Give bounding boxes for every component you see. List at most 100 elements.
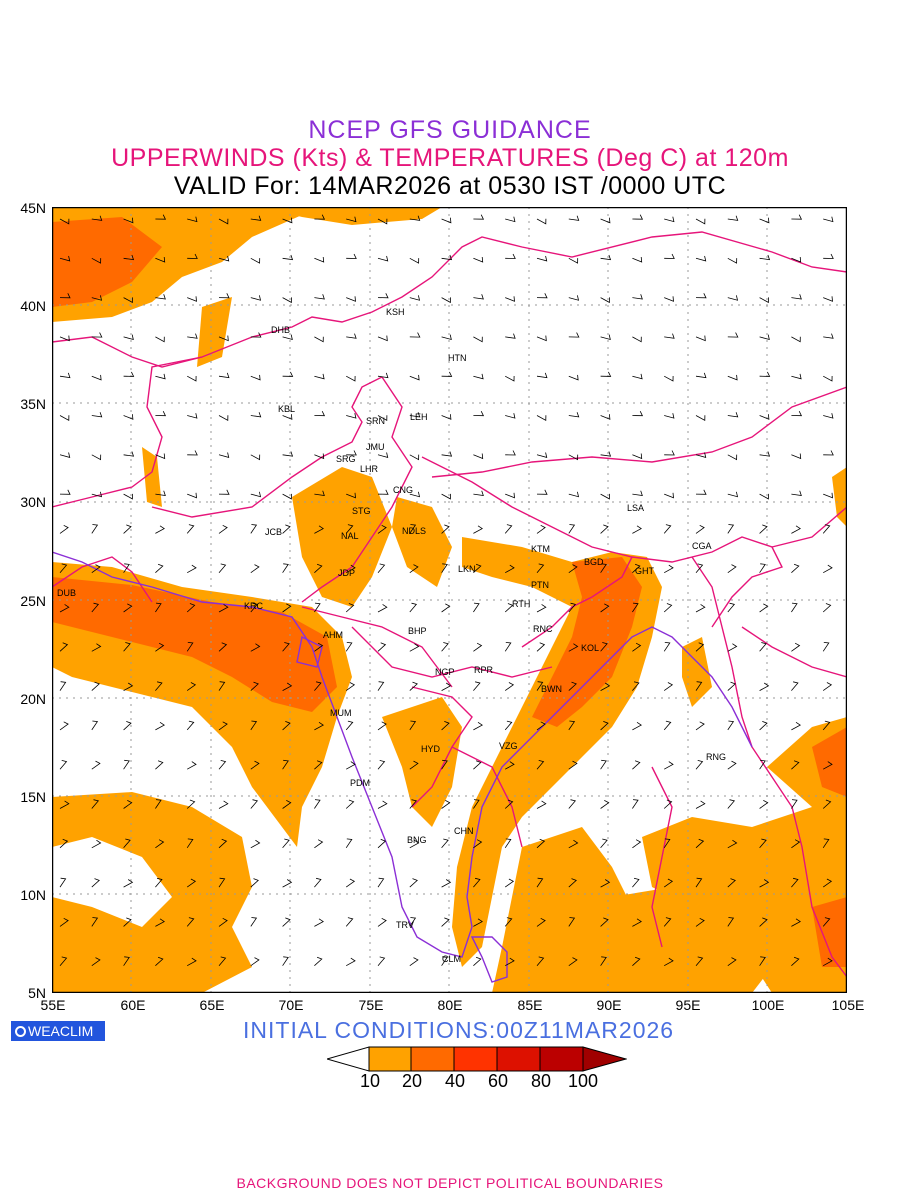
- wind-barb: [568, 602, 577, 613]
- wind-barb: [377, 917, 387, 927]
- wind-barb: [568, 374, 579, 381]
- wind-barb: [441, 254, 453, 261]
- wind-barb: [282, 603, 292, 613]
- wind-barb: [282, 493, 292, 500]
- station-srn: SRN: [366, 416, 385, 426]
- wind-barb: [346, 253, 357, 259]
- wind-barb: [759, 414, 770, 420]
- wind-barb: [441, 838, 449, 849]
- wind-barb: [823, 450, 834, 456]
- wind-barb: [473, 525, 483, 534]
- legend-swatch-10-20: [368, 1046, 412, 1072]
- wind-barb: [536, 604, 547, 613]
- wind-barb: [250, 564, 260, 574]
- station-leh: LEH: [410, 412, 428, 422]
- wind-barb: [187, 564, 197, 574]
- wind-barb: [695, 800, 706, 809]
- wind-barb: [409, 720, 417, 731]
- wind-speed-shading: [52, 207, 847, 993]
- wind-barb: [250, 295, 262, 301]
- wind-barb: [314, 839, 324, 849]
- wind-barb: [346, 564, 356, 574]
- wind-barb: [505, 957, 515, 967]
- wind-barb: [600, 297, 610, 304]
- wind-barb: [155, 525, 165, 534]
- wind-barb: [536, 335, 547, 342]
- legend-label-40: 40: [444, 1071, 466, 1091]
- wind-barb: [218, 218, 229, 225]
- wind-barb: [536, 838, 546, 849]
- lon-label-65e: 65E: [199, 997, 225, 1013]
- wind-barb: [727, 332, 739, 338]
- lat-label-5n: 5N: [28, 985, 46, 1001]
- wind-barb: [441, 297, 451, 304]
- wind-barb: [600, 563, 607, 573]
- wind-barb: [250, 839, 261, 849]
- wind-barb: [187, 333, 198, 339]
- wind-barb: [823, 296, 833, 302]
- station-mum: MUM: [330, 708, 352, 718]
- wind-barb: [473, 918, 483, 927]
- wind-barb: [504, 524, 513, 534]
- wind-barb: [568, 957, 578, 967]
- wind-barb: [663, 917, 672, 927]
- wind-barb: [91, 720, 99, 731]
- lon-label-105e: 105E: [831, 997, 865, 1013]
- wind-barb: [409, 215, 421, 221]
- wind-barb: [473, 799, 480, 809]
- wind-barb: [377, 563, 386, 573]
- wind-barb: [695, 956, 704, 966]
- wind-barb: [632, 760, 641, 770]
- footer-disclaimer: BACKGROUND DOES NOT DEPICT POLITICAL BOU…: [236, 1175, 664, 1191]
- weaclim-logo: WEACLIM: [11, 1021, 105, 1041]
- legend-swatch-40-60: [453, 1046, 498, 1072]
- wind-barb: [377, 489, 389, 495]
- wind-barb: [759, 759, 766, 770]
- lon-label-60e: 60E: [120, 997, 146, 1013]
- wind-barb: [727, 564, 737, 574]
- wind-barb: [377, 681, 385, 691]
- wind-barb: [377, 372, 389, 379]
- wind-barb: [186, 720, 195, 731]
- wind-barb: [473, 642, 483, 652]
- wind-barb: [123, 956, 130, 966]
- wind-barb: [695, 255, 707, 262]
- wind-barb: [759, 451, 771, 457]
- wind-barb: [155, 721, 165, 731]
- wind-barb: [632, 839, 642, 849]
- wind-barb: [441, 603, 451, 613]
- wind-barb: [250, 602, 259, 613]
- wind-barb: [123, 254, 135, 261]
- wind-barb: [345, 838, 353, 849]
- wind-barb: [505, 761, 515, 770]
- wind-barb: [377, 524, 387, 534]
- graticule: [52, 207, 847, 993]
- wind-barb: [282, 642, 290, 652]
- wind-barb: [218, 721, 228, 731]
- wind-barb: [695, 604, 706, 613]
- wind-barb: [695, 681, 703, 691]
- station-ktm: KTM: [531, 544, 550, 554]
- wind-barb: [314, 918, 324, 927]
- wind-barb: [663, 878, 674, 888]
- wind-barb: [250, 681, 259, 691]
- wind-barb: [695, 917, 705, 927]
- lon-label-80e: 80E: [437, 997, 463, 1013]
- legend-label-100: 100: [567, 1071, 599, 1091]
- wind-barb: [568, 564, 578, 574]
- station-srg: SRG: [336, 454, 356, 464]
- wind-barb: [218, 604, 229, 613]
- wind-barb: [59, 760, 68, 770]
- wind-barb: [59, 372, 71, 379]
- wind-barb: [663, 720, 672, 731]
- station-cga: CGA: [692, 541, 712, 551]
- wind-barb: [759, 838, 767, 849]
- legend-swatch-20-40: [410, 1046, 455, 1072]
- wind-barb: [59, 956, 68, 966]
- wind-barb: [91, 374, 102, 381]
- wind-barb: [504, 878, 515, 888]
- wind-barb: [664, 957, 674, 967]
- wind-barb: [155, 563, 164, 573]
- wind-barb: [822, 917, 831, 927]
- wind-barb: [759, 721, 768, 731]
